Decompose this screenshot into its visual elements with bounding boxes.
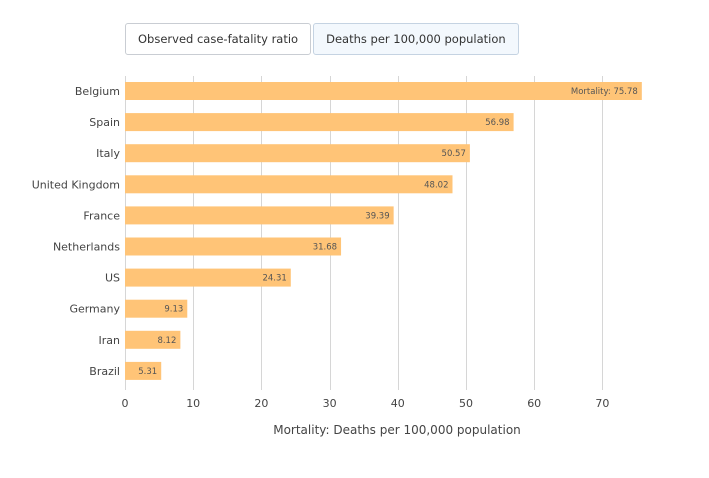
x-axis-label: Mortality: Deaths per 100,000 population — [273, 423, 521, 437]
bar-us — [125, 268, 291, 287]
data-label-netherlands: 31.68 — [313, 243, 337, 253]
x-tick-10: 10 — [186, 397, 200, 410]
x-tick-50: 50 — [459, 397, 473, 410]
x-tick-40: 40 — [391, 397, 405, 410]
data-label-united-kingdom: 48.02 — [424, 180, 448, 190]
x-tick-30: 30 — [323, 397, 337, 410]
bar-italy — [125, 144, 470, 163]
x-tick-70: 70 — [595, 397, 609, 410]
data-label-belgium: Mortality: 75.78 — [571, 87, 638, 97]
category-label-france: France — [83, 209, 120, 222]
x-tick-0: 0 — [122, 397, 129, 410]
category-label-belgium: Belgium — [75, 85, 120, 98]
bar-spain — [125, 113, 514, 132]
bar-brazil — [125, 361, 162, 380]
bar-iran — [125, 330, 181, 349]
category-label-germany: Germany — [69, 303, 120, 316]
data-label-italy: 50.57 — [442, 149, 466, 159]
category-label-netherlands: Netherlands — [53, 241, 120, 254]
bar-netherlands — [125, 237, 342, 256]
metric-tabs: Observed case-fatality ratio Deaths per … — [125, 23, 519, 55]
x-tick-60: 60 — [527, 397, 541, 410]
category-label-spain: Spain — [89, 116, 120, 129]
bar-belgium — [125, 82, 642, 100]
data-label-france: 39.39 — [365, 211, 389, 221]
data-label-us: 24.31 — [262, 274, 286, 284]
x-tick-20: 20 — [254, 397, 268, 410]
data-label-iran: 8.12 — [157, 336, 176, 346]
data-label-spain: 56.98 — [485, 118, 509, 128]
bar-france — [125, 206, 394, 225]
tab-deaths-per-100k[interactable]: Deaths per 100,000 population — [313, 23, 519, 55]
category-label-united-kingdom: United Kingdom — [32, 178, 120, 191]
x-tick-labels: 0 10 20 30 40 50 60 70 — [122, 397, 610, 410]
bars: Mortality: 75.78 56.98 50.57 48.02 39.39 31.6… — [125, 82, 642, 380]
tab-case-fatality-ratio[interactable]: Observed case-fatality ratio — [125, 23, 312, 55]
data-label-brazil: 5.31 — [138, 367, 157, 377]
data-label-germany: 9.13 — [164, 305, 183, 315]
category-label-iran: Iran — [99, 334, 121, 347]
bar-united-kingdom — [125, 175, 453, 194]
category-label-brazil: Brazil — [89, 365, 120, 378]
category-label-italy: Italy — [96, 147, 120, 160]
category-labels: Belgium Spain Italy United Kingdom France Net… — [32, 85, 121, 378]
category-label-us: US — [105, 272, 120, 285]
bar-germany — [125, 299, 188, 318]
